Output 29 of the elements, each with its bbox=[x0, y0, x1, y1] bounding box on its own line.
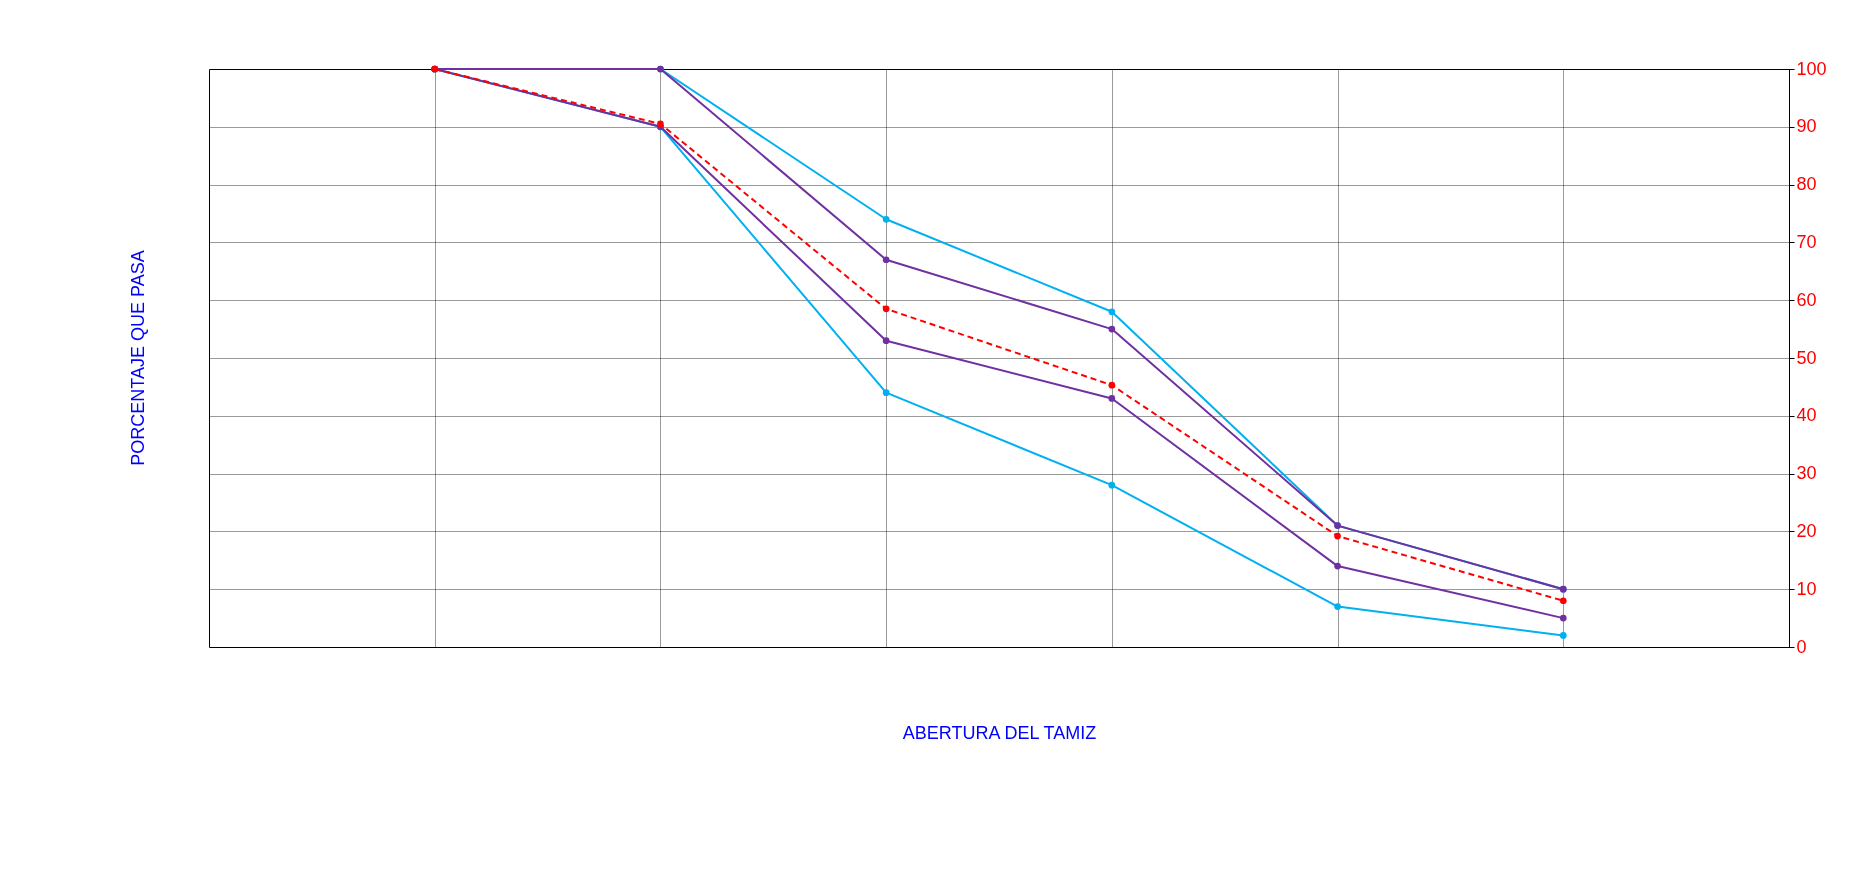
y-tick-label: 70 bbox=[1796, 231, 1817, 252]
y-axis-title: PORCENTAJE QUE PASA bbox=[128, 250, 148, 466]
y-tick-label: 90 bbox=[1796, 116, 1817, 137]
point bbox=[882, 305, 890, 313]
y-tick-label: 20 bbox=[1796, 520, 1817, 541]
point bbox=[1559, 597, 1567, 605]
y-tick-label: 40 bbox=[1796, 405, 1817, 426]
point bbox=[1559, 632, 1567, 639]
point bbox=[1559, 614, 1567, 622]
y-tick-label: 80 bbox=[1796, 174, 1817, 195]
point bbox=[1108, 481, 1116, 489]
point bbox=[1108, 395, 1116, 402]
y-tick-label: 60 bbox=[1796, 289, 1817, 310]
y-tick-label: 10 bbox=[1796, 578, 1817, 599]
point bbox=[882, 215, 890, 223]
x-axis-title: ABERTURA DEL TAMIZ bbox=[902, 722, 1097, 743]
point bbox=[1334, 562, 1341, 570]
y-tick-label: 50 bbox=[1796, 347, 1817, 368]
y-tick-label: 30 bbox=[1796, 463, 1817, 484]
point bbox=[882, 337, 890, 345]
point bbox=[1334, 532, 1341, 540]
point bbox=[1108, 308, 1116, 316]
point bbox=[1108, 325, 1116, 333]
y-tick-label: 100 bbox=[1796, 58, 1827, 79]
point bbox=[1334, 603, 1341, 610]
y-tick-label: 0 bbox=[1796, 636, 1807, 657]
point bbox=[882, 389, 890, 397]
point bbox=[1108, 381, 1116, 389]
point bbox=[882, 256, 890, 264]
